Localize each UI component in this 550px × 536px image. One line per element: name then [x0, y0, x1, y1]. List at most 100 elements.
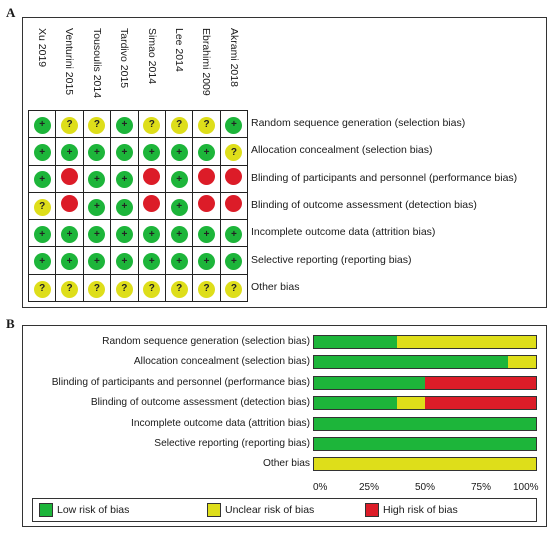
judgement-dot-high: [61, 167, 79, 185]
legend: Low risk of bias Unclear risk of bias Hi…: [32, 498, 537, 522]
grid-cell: +: [137, 219, 166, 248]
bar-segment-low: [314, 397, 398, 410]
judgement-dot-low: +: [88, 226, 106, 244]
judgement-dot-low: +: [225, 253, 243, 271]
judgement-dot-low: +: [225, 226, 243, 244]
domain-label: Other bias: [251, 280, 300, 293]
judgement-dot-unclear: ?: [143, 116, 161, 134]
judgement-dot-low: +: [61, 253, 79, 271]
judgement-dot-high: [198, 167, 216, 185]
bar-row: [313, 437, 537, 451]
bar-category-label: Allocation concealment (selection bias): [133, 356, 310, 368]
judgement-dot-low: +: [198, 144, 216, 162]
grid-cell: +: [27, 246, 57, 275]
x-tick-label: 0%: [313, 482, 328, 493]
domain-label: Blinding of outcome assessment (detectio…: [251, 198, 477, 211]
bar-segment-unclear: [397, 397, 425, 410]
study-label: Simao 2014: [145, 28, 158, 85]
grid-cell: ?: [164, 109, 194, 139]
judgement-dot-low: +: [33, 226, 51, 244]
grid-cell: +: [55, 219, 84, 248]
judgement-dot-unclear: ?: [170, 116, 188, 134]
judgement-dot-unclear: ?: [170, 280, 188, 298]
bar-row: [313, 396, 537, 411]
grid-cell: ?: [55, 109, 84, 139]
judgement-dot-low: +: [170, 144, 188, 162]
bar-category-label: Blinding of outcome assessment (detectio…: [90, 397, 310, 409]
grid-cell: +: [27, 219, 57, 248]
grid-cell: ?: [219, 137, 249, 166]
grid-cell: +: [164, 191, 194, 221]
grid-cell: +: [192, 246, 221, 275]
bar-category-label: Random sequence generation (selection bi…: [102, 336, 310, 347]
bar-row: [313, 335, 537, 349]
legend-swatch-low: [39, 503, 53, 517]
judgement-dot-unclear: ?: [225, 144, 243, 162]
judgement-dot-low: +: [88, 198, 106, 216]
grid-cell: +: [110, 219, 139, 248]
judgement-dot-unclear: ?: [33, 280, 51, 298]
judgement-dot-unclear: ?: [198, 116, 216, 134]
grid-cell: +: [82, 137, 112, 166]
judgement-dot-low: +: [143, 144, 161, 162]
bar-category-label: Selective reporting (reporting bias): [154, 438, 310, 449]
grid-cell: +: [137, 246, 166, 275]
judgement-dot-unclear: ?: [61, 116, 79, 134]
grid-cell: ?: [219, 273, 249, 303]
judgement-dot-unclear: ?: [33, 198, 51, 216]
grid-cell: [219, 191, 249, 221]
study-label: Xu 2019: [36, 28, 48, 68]
study-label: Tardivo 2015: [118, 28, 131, 89]
judgement-dot-low: +: [88, 144, 106, 162]
grid-cell: +: [55, 137, 84, 166]
grid-cell: +: [219, 109, 249, 139]
judgement-dot-low: +: [33, 144, 51, 162]
grid-cell: [219, 164, 249, 193]
judgement-dot-unclear: ?: [225, 280, 243, 298]
judgement-dot-unclear: ?: [61, 280, 79, 298]
grid-row: + + + +: [27, 164, 249, 193]
judgement-dot-low: +: [170, 171, 188, 189]
bar-row: [313, 416, 537, 431]
judgement-dot-low: +: [33, 253, 51, 271]
grid-cell: [192, 191, 221, 221]
risk-of-bias-grid: +?? +??? + + + + + + + +? + + + +? + + + + + + + + + + + + + + + + + + +…: [27, 109, 249, 303]
grid-cell: [192, 164, 221, 193]
legend-swatch-high: [365, 503, 379, 517]
grid-cell: +: [219, 246, 249, 275]
judgement-dot-low: +: [115, 144, 133, 162]
bar-category-label: Blinding of participants and personnel (…: [51, 376, 310, 388]
grid-cell: ?: [164, 273, 194, 303]
judgement-dot-low: +: [198, 226, 216, 244]
grid-cell: +: [82, 219, 112, 248]
legend-label-unclear: Unclear risk of bias: [225, 504, 315, 516]
judgement-dot-high: [61, 195, 79, 213]
bar-category-label: Other bias: [263, 458, 310, 470]
grid-cell: [55, 164, 84, 193]
grid-cell: +: [110, 191, 139, 221]
bar-category-label: Incomplete outcome data (attrition bias): [131, 417, 310, 429]
judgement-dot-low: +: [33, 171, 51, 189]
grid-cell: +: [164, 164, 194, 193]
grid-cell: ?: [137, 109, 166, 139]
grid-cell: +: [164, 137, 194, 166]
x-tick-label: 25%: [359, 482, 380, 493]
grid-cell: ?: [137, 273, 166, 303]
grid-cell: ?: [110, 273, 139, 303]
domain-label: Incomplete outcome data (attrition bias): [251, 226, 436, 239]
bar-row: [313, 457, 537, 472]
judgement-dot-low: +: [170, 226, 188, 244]
study-label: Venturini 2015: [63, 28, 76, 96]
grid-cell: ?: [27, 191, 57, 221]
judgement-dot-low: +: [115, 198, 133, 216]
grid-cell: +: [110, 164, 139, 193]
x-tick-label: 100%: [513, 482, 539, 493]
domain-label: Selective reporting (reporting bias): [251, 253, 412, 266]
judgement-dot-low: +: [170, 253, 188, 271]
grid-row: ? + + +: [27, 191, 249, 221]
bar-segment-low: [314, 356, 509, 369]
grid-cell: +: [110, 137, 139, 166]
judgement-dot-unclear: ?: [88, 116, 106, 134]
judgement-dot-high: [143, 167, 161, 185]
grid-cell: ?: [27, 273, 57, 303]
